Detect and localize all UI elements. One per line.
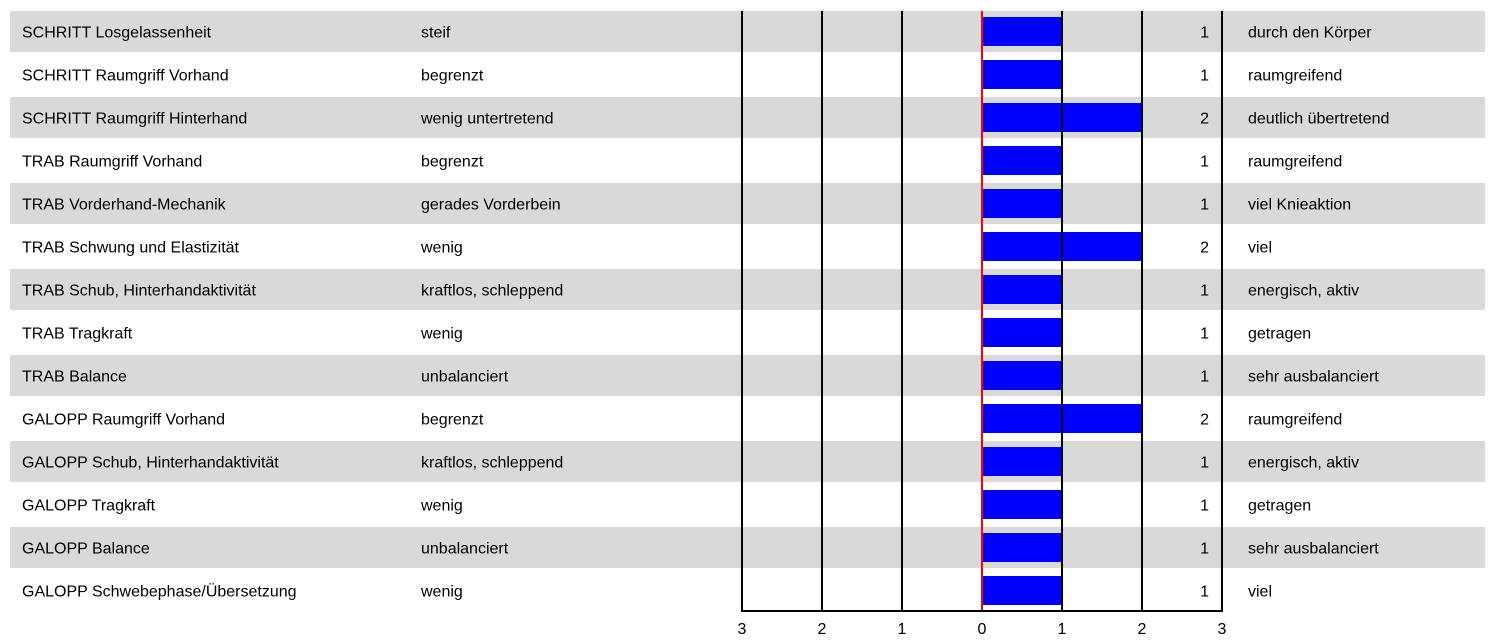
row-band	[10, 11, 1485, 52]
row-band	[10, 183, 1485, 224]
scale-low-label: wenig	[420, 498, 463, 515]
scale-low-label: wenig	[420, 326, 463, 343]
data-bar	[982, 533, 1062, 562]
x-tick-label: 3	[738, 621, 747, 638]
x-tick-label: 2	[818, 621, 827, 638]
scale-low-label: kraftlos, schleppend	[421, 283, 563, 300]
row-label: SCHRITT Losgelassenheit	[22, 25, 212, 42]
scale-low-label: gerades Vorderbein	[421, 197, 561, 214]
row-label: TRAB Raumgriff Vorhand	[22, 154, 202, 171]
scale-high-label: raumgreifend	[1248, 154, 1342, 171]
scale-low-label: wenig	[420, 240, 463, 257]
data-bar	[982, 275, 1062, 304]
row-label: GALOPP Schwebephase/Übersetzung	[22, 583, 297, 601]
value-label: 1	[1200, 154, 1209, 171]
x-tick-label: 2	[1138, 621, 1147, 638]
scale-high-label: viel	[1248, 240, 1272, 257]
value-label: 1	[1200, 455, 1209, 472]
value-label: 1	[1200, 326, 1209, 343]
scale-high-label: sehr ausbalanciert	[1248, 541, 1379, 558]
value-label: 2	[1200, 111, 1209, 128]
row-label: TRAB Schwung und Elastizität	[22, 240, 240, 257]
scale-high-label: energisch, aktiv	[1248, 283, 1359, 300]
scale-high-label: raumgreifend	[1248, 412, 1342, 429]
scale-low-label: steif	[421, 25, 451, 42]
scale-low-label: wenig	[420, 584, 463, 601]
scale-low-label: begrenzt	[421, 154, 484, 171]
scale-high-label: raumgreifend	[1248, 68, 1342, 85]
row-label: TRAB Tragkraft	[22, 326, 133, 343]
x-tick-label: 3	[1218, 621, 1227, 638]
row-label: TRAB Schub, Hinterhandaktivität	[22, 283, 256, 300]
scale-high-label: sehr ausbalanciert	[1248, 369, 1379, 386]
scale-high-label: deutlich übertretend	[1248, 111, 1389, 128]
value-label: 2	[1200, 412, 1209, 429]
value-label: 1	[1200, 498, 1209, 515]
scale-high-label: durch den Körper	[1248, 25, 1372, 42]
row-label: GALOPP Balance	[22, 541, 150, 558]
data-bar	[982, 189, 1062, 218]
value-label: 1	[1200, 584, 1209, 601]
row-label: TRAB Vorderhand-Mechanik	[22, 197, 227, 214]
row-label: SCHRITT Raumgriff Vorhand	[22, 68, 229, 85]
x-tick-label: 1	[1058, 621, 1067, 638]
row-label: GALOPP Schub, Hinterhandaktivität	[22, 455, 279, 472]
scale-low-label: unbalanciert	[421, 369, 509, 386]
scale-high-label: getragen	[1248, 326, 1311, 343]
scale-high-label: viel Knieaktion	[1248, 197, 1351, 214]
data-bar	[982, 318, 1062, 347]
value-label: 1	[1200, 283, 1209, 300]
data-bar	[982, 447, 1062, 476]
row-band	[10, 527, 1485, 568]
row-label: SCHRITT Raumgriff Hinterhand	[22, 111, 247, 128]
data-bar	[982, 361, 1062, 390]
row-band	[10, 441, 1485, 482]
data-bar	[982, 60, 1062, 89]
value-label: 1	[1200, 68, 1209, 85]
value-label: 2	[1200, 240, 1209, 257]
value-label: 1	[1200, 369, 1209, 386]
value-label: 1	[1200, 197, 1209, 214]
row-band	[10, 97, 1485, 138]
scale-low-label: kraftlos, schleppend	[421, 455, 563, 472]
scale-high-label: viel	[1248, 584, 1272, 601]
row-band	[10, 355, 1485, 396]
row-label: GALOPP Raumgriff Vorhand	[22, 412, 225, 429]
scale-high-label: getragen	[1248, 498, 1311, 515]
scale-low-label: unbalanciert	[421, 541, 509, 558]
scale-low-label: begrenzt	[421, 68, 484, 85]
data-bar	[982, 490, 1062, 519]
data-bar	[982, 17, 1062, 46]
data-bar	[982, 576, 1062, 605]
value-label: 1	[1200, 541, 1209, 558]
scale-low-label: wenig untertretend	[420, 111, 554, 128]
scale-high-label: energisch, aktiv	[1248, 455, 1359, 472]
value-label: 1	[1200, 25, 1209, 42]
x-tick-label: 1	[898, 621, 907, 638]
x-tick-label: 0	[978, 621, 987, 638]
scale-low-label: begrenzt	[421, 412, 484, 429]
row-band	[10, 269, 1485, 310]
row-label: TRAB Balance	[22, 369, 127, 386]
row-label: GALOPP Tragkraft	[22, 498, 156, 515]
data-bar	[982, 146, 1062, 175]
